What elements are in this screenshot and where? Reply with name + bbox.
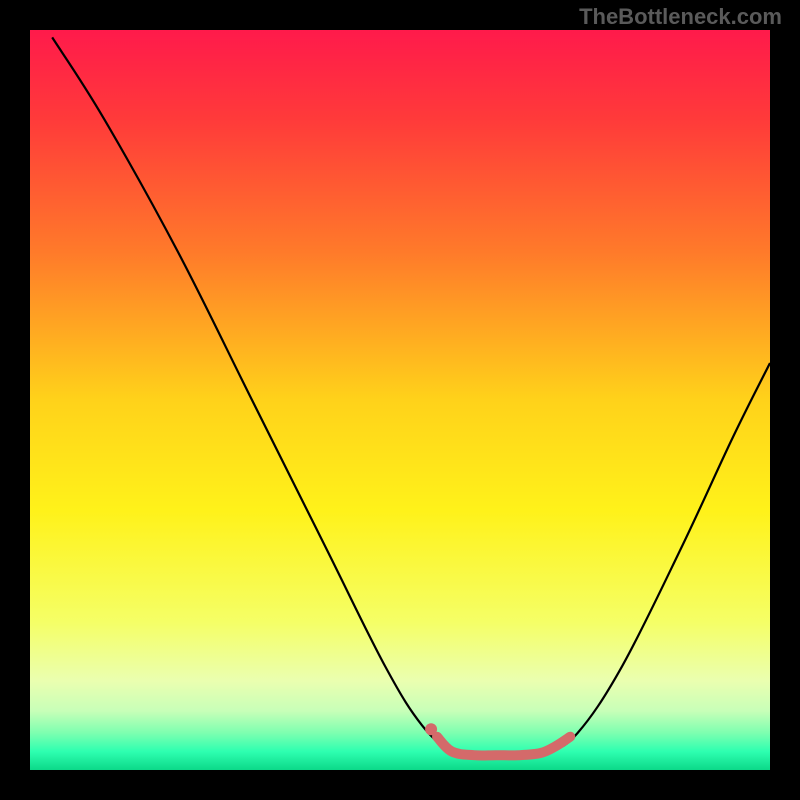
- highlight-lead-dot: [425, 723, 437, 735]
- watermark-text: TheBottleneck.com: [579, 4, 782, 30]
- bottleneck-chart: [0, 0, 800, 800]
- plot-background: [30, 30, 770, 770]
- chart-frame: TheBottleneck.com: [0, 0, 800, 800]
